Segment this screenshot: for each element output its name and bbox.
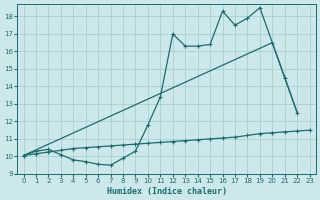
X-axis label: Humidex (Indice chaleur): Humidex (Indice chaleur) [107, 187, 227, 196]
